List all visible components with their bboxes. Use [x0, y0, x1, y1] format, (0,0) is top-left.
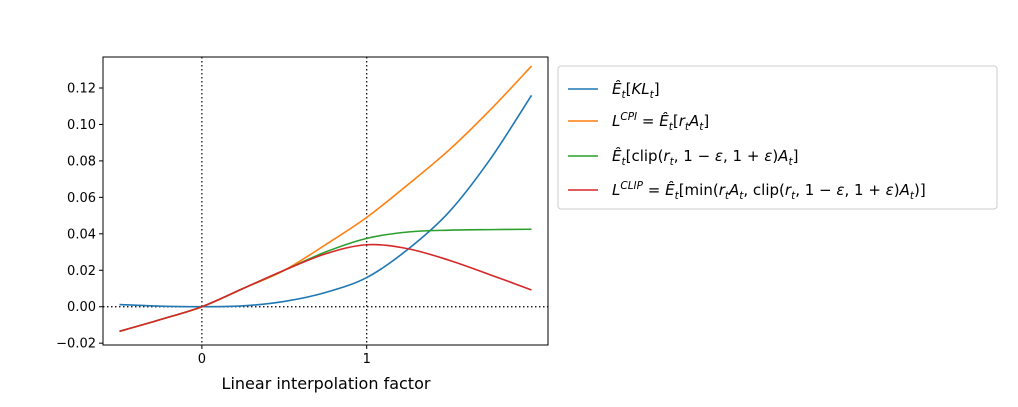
- legend-entry-clip: Êt[clip(rt, 1 − ε, 1 + ε)At]: [568, 146, 798, 168]
- series-lines: [119, 65, 533, 333]
- y-axis: −0.02 0.00 0.02 0.04 0.06 0.08 0.10 0.12: [56, 81, 103, 352]
- legend-label-cpi: LCPI = Êt[rtAt]: [612, 111, 709, 133]
- series-line-3: [119, 243, 532, 333]
- legend-label-clip: Êt[clip(rt, 1 − ε, 1 + ε)At]: [612, 146, 798, 168]
- y-tick-label-0: −0.02: [56, 337, 96, 352]
- reference-lines: [103, 57, 548, 345]
- x-tick-label-1: 1: [363, 352, 371, 367]
- legend-label-lclip: LCLIP = Êt[min(rtAt, clip(rt, 1 − ε, 1 +…: [612, 180, 926, 202]
- legend-entry-lclip: LCLIP = Êt[min(rtAt, clip(rt, 1 − ε, 1 +…: [568, 180, 926, 202]
- y-tick-label-5: 0.08: [67, 154, 96, 169]
- legend-frame: [557, 65, 998, 210]
- legend: Êt[KLt] LCPI = Êt[rtAt] Êt[clip(rt, 1 − …: [557, 65, 998, 210]
- x-axis-label: Linear interpolation factor: [222, 374, 431, 393]
- y-tick-label-4: 0.06: [67, 191, 96, 206]
- y-tick-label-7: 0.12: [67, 81, 96, 96]
- y-tick-label-6: 0.10: [67, 118, 96, 133]
- series-line-1: [119, 65, 533, 333]
- legend-entry-cpi: LCPI = Êt[rtAt]: [568, 111, 709, 133]
- series-line-0: [119, 94, 533, 308]
- legend-label-kl: Êt[KLt]: [612, 79, 660, 101]
- x-tick-label-0: 0: [198, 352, 206, 367]
- plot-frame: [102, 56, 549, 346]
- y-tick-label-3: 0.04: [67, 227, 96, 242]
- y-tick-label-1: 0.00: [67, 300, 96, 315]
- legend-entry-kl: Êt[KLt]: [568, 79, 660, 101]
- y-tick-label-2: 0.02: [67, 264, 96, 279]
